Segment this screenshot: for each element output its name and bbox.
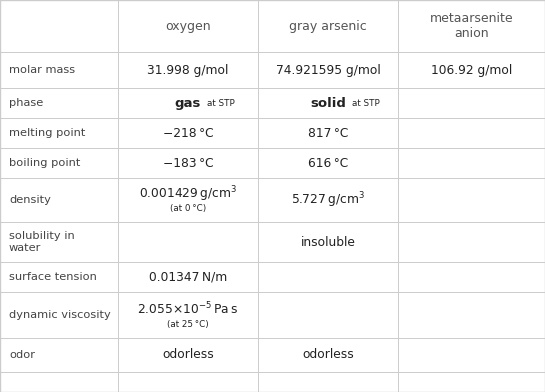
Text: odor: odor xyxy=(9,350,35,360)
Text: solid: solid xyxy=(310,96,346,109)
Text: melting point: melting point xyxy=(9,128,86,138)
Text: phase: phase xyxy=(9,98,43,108)
Text: 0.001429 g/cm$^{3}$: 0.001429 g/cm$^{3}$ xyxy=(139,185,237,204)
Text: odorless: odorless xyxy=(302,348,354,361)
Text: 0.01347 N/m: 0.01347 N/m xyxy=(149,270,227,283)
Text: 74.921595 g/mol: 74.921595 g/mol xyxy=(276,64,380,76)
Text: insoluble: insoluble xyxy=(300,236,355,249)
Text: 31.998 g/mol: 31.998 g/mol xyxy=(147,64,229,76)
Text: 817 °C: 817 °C xyxy=(308,127,348,140)
Text: (at 25 °C): (at 25 °C) xyxy=(167,320,209,329)
Text: odorless: odorless xyxy=(162,348,214,361)
Text: 2.055×10$^{−5}$ Pa s: 2.055×10$^{−5}$ Pa s xyxy=(137,301,239,317)
Text: dynamic viscosity: dynamic viscosity xyxy=(9,310,111,320)
Text: (at 0 °C): (at 0 °C) xyxy=(170,204,206,213)
Text: −183 °C: −183 °C xyxy=(163,156,213,169)
Text: boiling point: boiling point xyxy=(9,158,80,168)
Text: 5.727 g/cm$^{3}$: 5.727 g/cm$^{3}$ xyxy=(291,190,365,210)
Text: 616 °C: 616 °C xyxy=(308,156,348,169)
Text: oxygen: oxygen xyxy=(165,20,211,33)
Text: gray arsenic: gray arsenic xyxy=(289,20,367,33)
Text: surface tension: surface tension xyxy=(9,272,97,282)
Text: −218 °C: −218 °C xyxy=(163,127,213,140)
Text: 106.92 g/mol: 106.92 g/mol xyxy=(431,64,512,76)
Text: metaarsenite
anion: metaarsenite anion xyxy=(429,12,513,40)
Text: gas: gas xyxy=(175,96,201,109)
Text: molar mass: molar mass xyxy=(9,65,75,75)
Text: at STP: at STP xyxy=(353,98,380,107)
Text: at STP: at STP xyxy=(208,98,235,107)
Text: solubility in
water: solubility in water xyxy=(9,231,75,253)
Text: density: density xyxy=(9,195,51,205)
